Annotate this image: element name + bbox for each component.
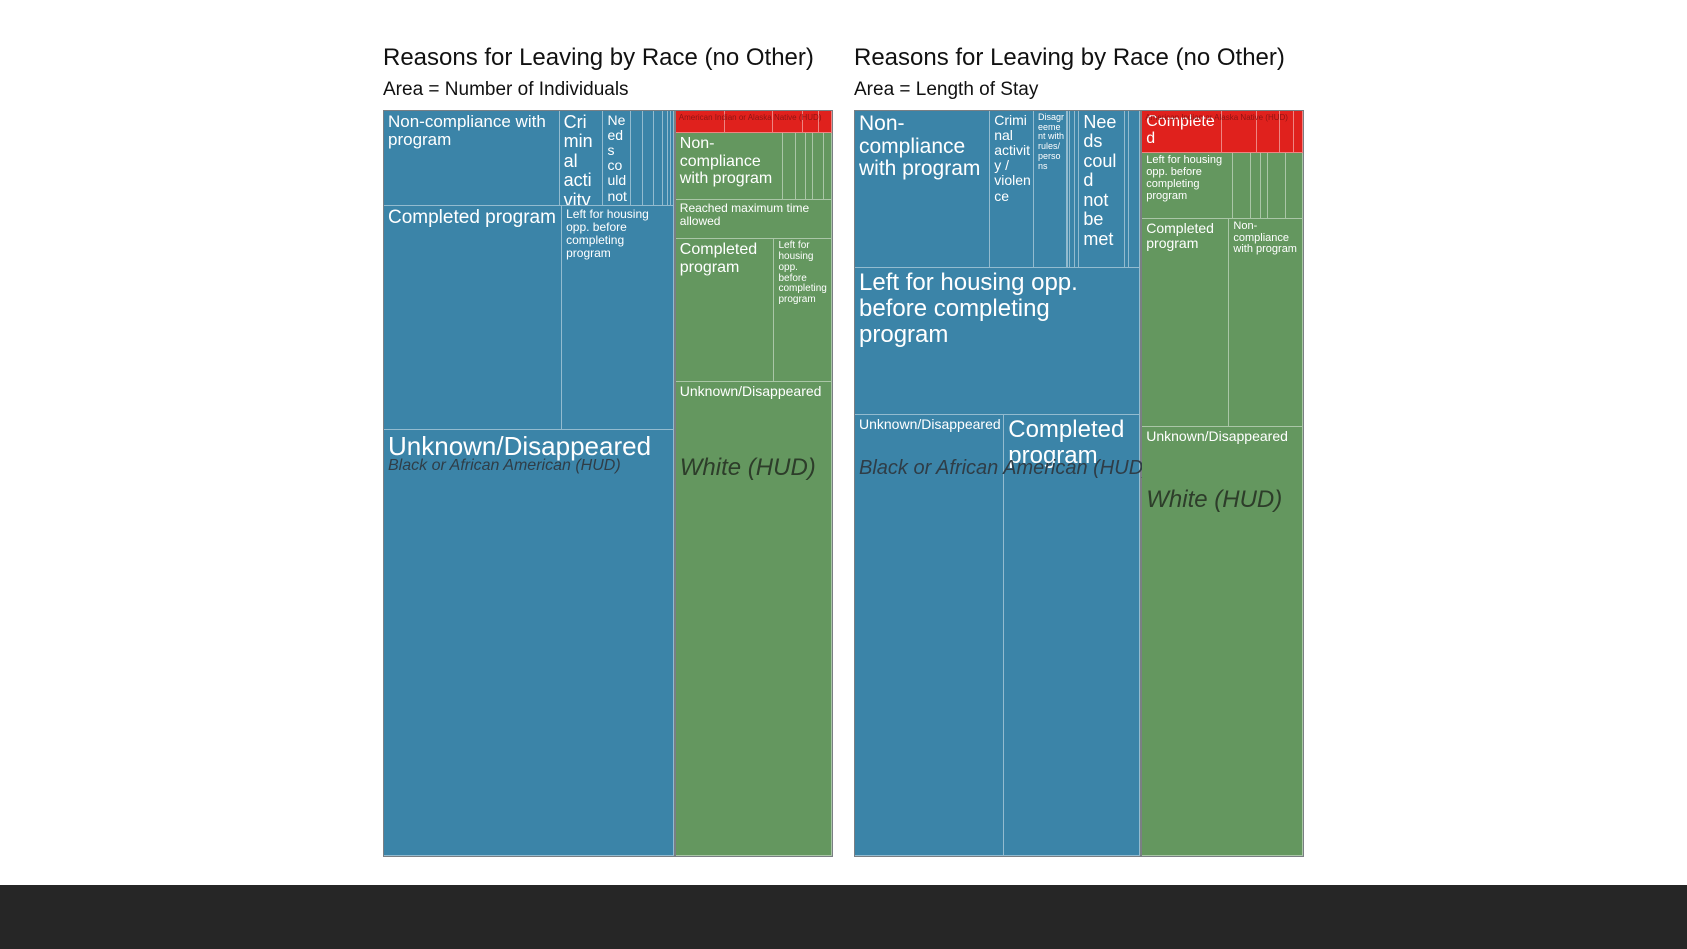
cell-completed-program: Completed program: [1004, 414, 1141, 856]
cell-unknown-disappeared: Unknown/Disappeared: [675, 382, 832, 856]
cell-label: Non-compliance with program: [859, 112, 981, 181]
chart-1-title: Reasons for Leaving by Race (no Other): [383, 44, 814, 71]
cell-label: Unknown/Disappeared: [859, 415, 1001, 432]
cell-small-segment: [670, 111, 674, 207]
cell-small-segment: [724, 111, 773, 134]
cell-label: Completed program: [1008, 415, 1125, 469]
cell-label: Left for housing opp. before completing …: [859, 269, 1078, 349]
cell-left-for-housing-opp-before-completing-program: Left for housing opp. before completing …: [855, 268, 1141, 415]
cell-non-compliance-with-program: Non-compliance with program: [384, 111, 560, 207]
treemap-length-of-stay: Non-compliance with program Criminal acti…: [854, 110, 1304, 857]
cell-small-segment: [802, 111, 819, 134]
cell-non-compliance-with-program: Non-compliance with program: [1229, 218, 1303, 427]
cell-label: Unknown/Disappeared: [388, 431, 652, 462]
cell-label: Criminal activity / violence: [994, 112, 1031, 204]
cell-label: Completed program: [388, 207, 556, 229]
chart-1-subtitle: Area = Number of Individuals: [383, 79, 629, 100]
group-label-black-or-african-american-hud: Black or African American (HUD): [388, 457, 621, 475]
group-american-indian-or-alaska-native-hud: Completed program: [1142, 111, 1303, 154]
cell-label: Needs could not be met: [607, 112, 627, 205]
cell-small-segment: [1251, 153, 1261, 219]
cell-label: Criminal activity / violence: [563, 112, 593, 207]
cell-label: Non-compliance with program: [1233, 219, 1297, 256]
cell-label: Completed program: [1146, 113, 1215, 152]
cell-small-segment: [1069, 111, 1075, 269]
cell-label: Left for housing opp. before completing …: [1146, 154, 1223, 202]
chart-2-subtitle: Area = Length of Stay: [854, 79, 1039, 100]
cell-label: Non-compliance with program: [388, 112, 546, 150]
cell-disagreement-with-rules-persons: Disagreement with rules/ persons: [1033, 111, 1068, 269]
group-label-white-hud: White (HUD): [679, 454, 816, 482]
cell-small-segment: [1068, 111, 1070, 269]
cell-label: Unknown/Disappeared: [679, 383, 822, 400]
cell-small-segment: [1293, 111, 1303, 154]
group-black-or-african-american-hud: Non-compliance with program Criminal acti…: [384, 111, 674, 856]
cell-left-for-housing-opp-before-completing-program: Left for housing opp. before completing …: [562, 206, 674, 431]
cell-criminal-activity-violence: Criminal activity / violence: [559, 111, 604, 207]
treemap-number-of-individuals: Non-compliance with program Criminal acti…: [383, 110, 833, 857]
group-label-black-or-african-american-hud: Black or African American (HUD): [859, 457, 1150, 480]
chart-2-title: Reasons for Leaving by Race (no Other): [854, 44, 1285, 71]
cell-small-segment: [1256, 111, 1281, 154]
cell-unknown-disappeared: Unknown/Disappeared: [1142, 426, 1303, 856]
cell-completed-program: Completed program: [384, 206, 563, 431]
cell-small-segment: [796, 133, 807, 200]
group-american-indian-or-alaska-native-hud: [675, 111, 832, 134]
cell-small-segment: [653, 111, 663, 207]
cell-small-segment: [1280, 111, 1294, 154]
group-label-american-indian-or-alaska-native-hud: American Indian or Alaska Native (HUD): [678, 113, 822, 122]
cell-completed-program: Completed program: [1142, 218, 1230, 427]
group-label-white-hud: White (HUD): [1146, 486, 1283, 514]
cell-small-segment: [813, 133, 825, 200]
cell-label: Completed program: [1146, 219, 1214, 251]
cell-small-segment: [1232, 153, 1252, 219]
cell-reached-maximum-time-allowed: Reached maximum time allowed: [675, 199, 832, 240]
group-white-hud: Left for housing opp. before completing …: [1142, 153, 1303, 856]
cell-small-segment: [824, 133, 832, 200]
cell-small-segment: [1074, 111, 1080, 269]
cell-small-segment: [1221, 111, 1257, 154]
cell-small-segment: [667, 111, 671, 207]
cell-label: Left for housing opp. before completing …: [566, 207, 649, 260]
cell-small-segment: [1260, 153, 1269, 219]
cell-small-segment: [643, 111, 654, 207]
cell-completed-program: Completed program: [675, 239, 775, 383]
cell-small-segment: [630, 111, 644, 207]
cell-small-segment: [1125, 111, 1130, 269]
cell-label: Disagreement with rules/ persons: [1037, 112, 1064, 171]
cell-unknown-disappeared: Unknown/Disappeared: [384, 430, 674, 856]
cell-label: Reached maximum time allowed: [679, 200, 810, 228]
cell-small-segment: [818, 111, 832, 134]
cell-non-compliance-with-program: Non-compliance with program: [675, 133, 783, 200]
cell-needs-could-not-be-met: Needs could not be met: [603, 111, 631, 207]
cell-small-segment: [772, 111, 803, 134]
cell-label: Non-compliance with program: [679, 135, 773, 188]
cell-completed-program: Completed program: [1142, 111, 1222, 154]
cell-small-segment: [1268, 153, 1287, 219]
cell-small-segment: [675, 111, 725, 134]
cell-label: Completed program: [679, 241, 758, 276]
cell-unknown-disappeared: Unknown/Disappeared: [855, 414, 1005, 856]
group-white-hud: Non-compliance with program Reached maxim…: [675, 133, 832, 856]
cell-label: Left for housing opp. before completing …: [778, 240, 827, 306]
cell-small-segment: [1286, 153, 1303, 219]
cell-small-segment: [1129, 111, 1141, 269]
cell-left-for-housing-opp-before-completing-program: Left for housing opp. before completing …: [1142, 153, 1233, 219]
cell-small-segment: [806, 133, 814, 200]
cell-label: Needs could not be met: [1083, 112, 1117, 249]
cell-small-segment: [1067, 111, 1069, 269]
group-black-or-african-american-hud: Non-compliance with program Criminal acti…: [855, 111, 1141, 856]
bottom-bar: [0, 885, 1687, 949]
cell-criminal-activity-violence: Criminal activity / violence: [990, 111, 1034, 269]
cell-small-segment: [662, 111, 668, 207]
cell-small-segment: [782, 133, 797, 200]
cell-label: Unknown/Disappeared: [1146, 427, 1288, 444]
cell-needs-could-not-be-met: Needs could not be met: [1079, 111, 1126, 269]
group-label-american-indian-or-alaska-native-hud: American Indian or Alaska Native (HUD): [1145, 113, 1288, 122]
cell-left-for-housing-opp-before-completing-program: Left for housing opp. before completing …: [774, 239, 832, 383]
cell-non-compliance-with-program: Non-compliance with program: [855, 111, 991, 269]
